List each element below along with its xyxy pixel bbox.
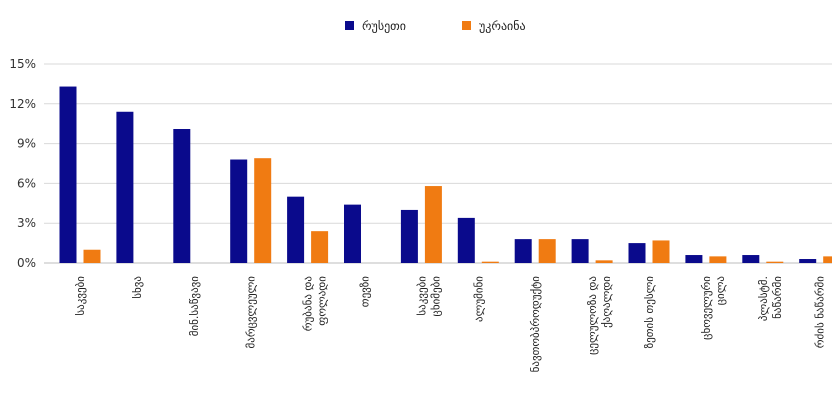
category-label-line: რძის ნაწარმი — [814, 276, 827, 349]
y-tick-label: 9% — [17, 137, 36, 151]
category-label-line: სხვა — [131, 276, 144, 299]
category-label-line: ცხოველური — [700, 276, 713, 340]
category-label-line: საკვები — [415, 276, 428, 316]
bar-ukraine — [254, 158, 272, 263]
bar-russia — [514, 239, 532, 263]
y-axis-ticks: 0% 3% 6% 9% 12% 15% — [9, 57, 36, 270]
bar-russia — [799, 259, 817, 263]
category-label-line: ფოლადი — [316, 276, 329, 326]
category-label-line: მარცვლეული — [245, 276, 258, 349]
y-tick-label: 12% — [9, 97, 36, 111]
category-label-line: ზეთის თესლი — [643, 276, 656, 349]
y-tick-label: 3% — [17, 216, 36, 230]
category-label: პლასტმ.ნაწარმი — [757, 276, 784, 321]
category-label: მინ.საწვავი — [188, 276, 201, 337]
category-label-line: ცილა — [714, 276, 727, 306]
category-label-line: რუბანა და — [302, 276, 315, 332]
category-label: საკვებიცხიმები — [415, 276, 442, 317]
bars-layer — [59, 86, 832, 263]
bar-ukraine — [424, 186, 442, 263]
category-label-line: ნაწარმი — [771, 276, 784, 319]
bar-ukraine — [83, 249, 101, 263]
category-label: ნავთობპროდუქტი — [529, 276, 542, 373]
y-tick-label: 0% — [17, 256, 36, 270]
category-label: რძის ნაწარმი — [814, 276, 827, 349]
category-label: თევზი — [359, 276, 372, 308]
category-label: ცელულოზა დაქაღალდი — [586, 276, 613, 355]
category-label: საკვები — [74, 276, 87, 316]
legend-label: უკრაინა — [479, 19, 526, 33]
category-label: ზეთის თესლი — [643, 276, 656, 349]
category-label: მარცვლეული — [245, 276, 258, 349]
category-label: ცხოველურიცილა — [700, 276, 727, 340]
category-label: ალუმინი — [472, 276, 485, 322]
category-label-line: პლასტმ. — [757, 276, 770, 321]
category-label-line: ცელულოზა და — [586, 276, 599, 355]
bar-ukraine — [538, 239, 556, 263]
bar-russia — [59, 86, 77, 263]
bar-russia — [628, 243, 646, 263]
legend-swatch — [345, 21, 354, 30]
legend: რუსეთი უკრაინა — [345, 19, 526, 33]
bar-russia — [344, 204, 361, 263]
y-tick-label: 6% — [17, 176, 36, 190]
category-label: სხვა — [131, 276, 144, 299]
legend-label: რუსეთი — [362, 19, 406, 33]
y-tick-label: 15% — [9, 57, 36, 71]
bar-ukraine — [652, 240, 670, 263]
bar-ukraine — [595, 260, 613, 263]
bar-ukraine — [766, 261, 784, 263]
bar-russia — [571, 239, 589, 263]
category-label-line: ნავთობპროდუქტი — [529, 276, 542, 373]
bar-ukraine — [823, 256, 832, 263]
category-label-line: ქაღალდი — [600, 276, 613, 328]
legend-swatch — [462, 21, 471, 30]
category-label-line: ცხიმები — [429, 276, 442, 317]
bar-ukraine — [311, 231, 329, 263]
bar-ukraine — [709, 256, 727, 263]
bar-russia — [116, 111, 134, 263]
bar-russia — [742, 255, 760, 263]
bar-russia — [173, 129, 191, 263]
x-axis-labels: საკვები სხვა მინ.საწვავი მარცვლეული რუბანა დ… — [74, 276, 827, 373]
category-label-line: საკვები — [74, 276, 87, 316]
bar-ukraine — [481, 261, 499, 263]
bar-russia — [457, 217, 475, 263]
category-label-line: ალუმინი — [472, 276, 485, 322]
bar-russia — [400, 209, 418, 263]
category-label: რუბანა დაფოლადი — [302, 276, 329, 332]
bar-russia — [685, 255, 703, 263]
category-label-line: მინ.საწვავი — [188, 276, 201, 337]
category-label-line: თევზი — [359, 276, 372, 308]
bar-russia — [287, 196, 305, 263]
bar-russia — [230, 159, 248, 263]
